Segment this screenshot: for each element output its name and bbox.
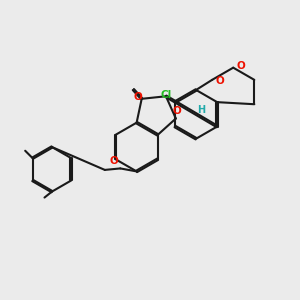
Text: O: O xyxy=(216,76,224,86)
Text: O: O xyxy=(237,61,245,71)
Text: O: O xyxy=(134,92,143,102)
Text: H: H xyxy=(197,105,205,115)
Text: Cl: Cl xyxy=(161,90,172,100)
Text: O: O xyxy=(110,156,118,166)
Text: O: O xyxy=(173,106,182,116)
